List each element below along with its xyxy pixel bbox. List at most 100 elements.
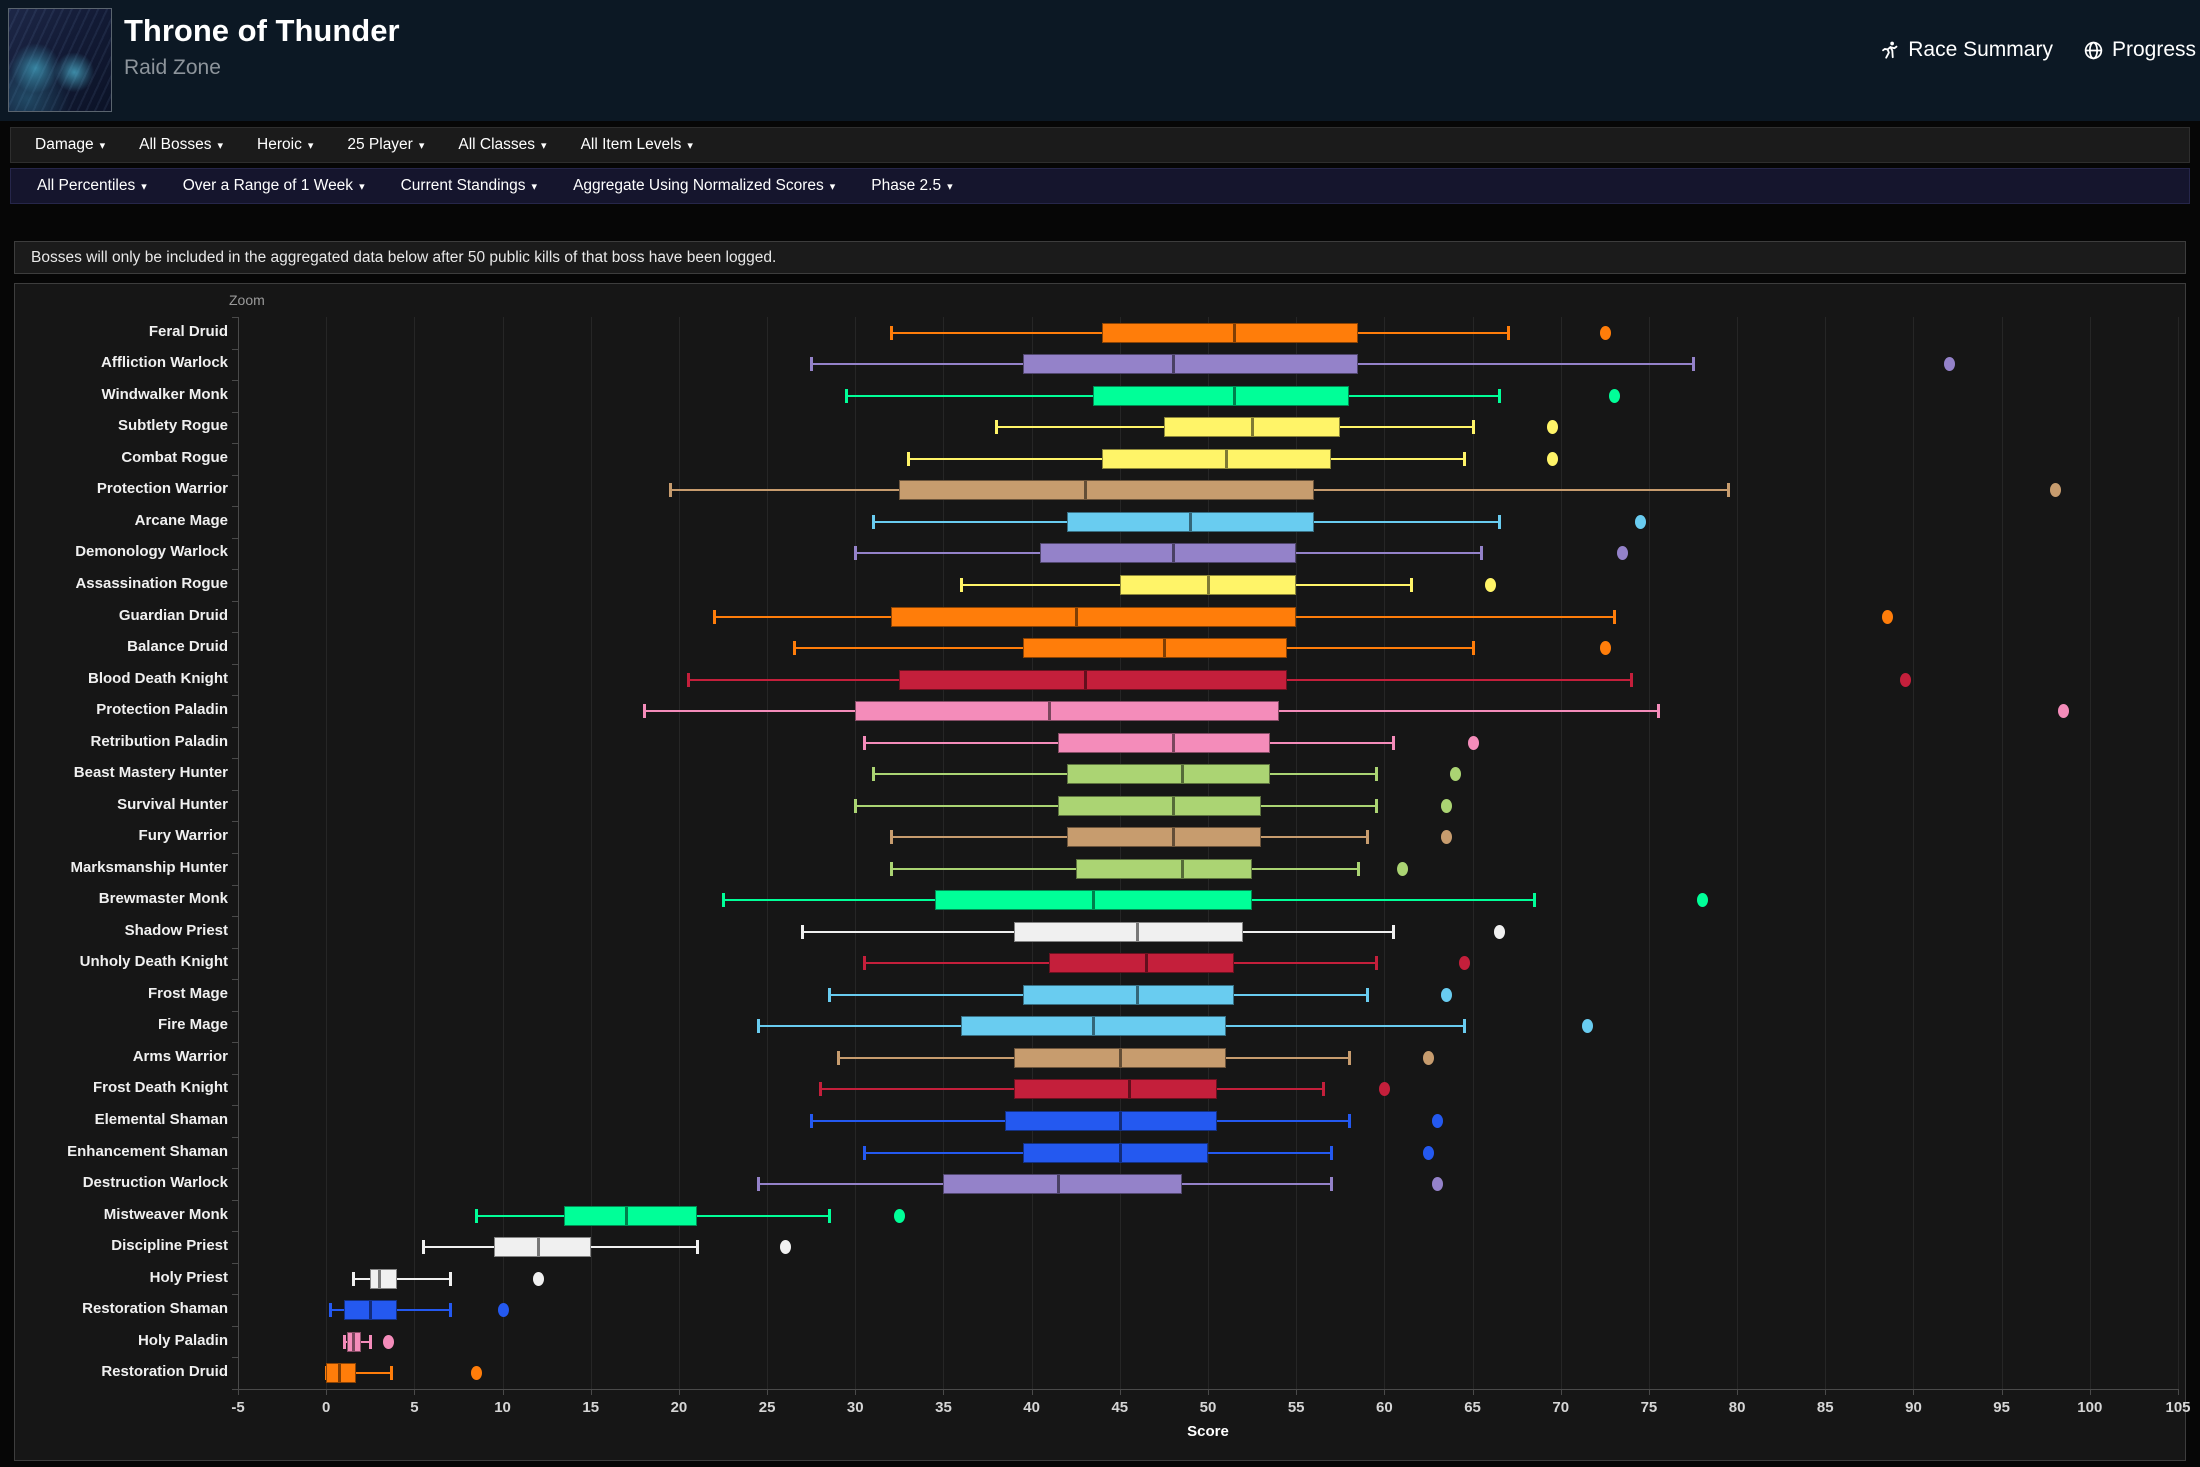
whisker-cap-high[interactable] bbox=[1356, 861, 1360, 876]
header-link-progress[interactable]: Progress bbox=[2083, 38, 2196, 62]
box-median[interactable] bbox=[1189, 512, 1193, 531]
outlier-dot[interactable] bbox=[1546, 420, 1558, 435]
box-median[interactable] bbox=[1136, 985, 1140, 1004]
outlier-dot[interactable] bbox=[1449, 767, 1461, 782]
box-median[interactable] bbox=[536, 1238, 540, 1257]
box-iqr[interactable] bbox=[855, 701, 1279, 722]
whisker-cap-high[interactable] bbox=[1480, 546, 1484, 561]
whisker-cap-low[interactable] bbox=[854, 546, 858, 561]
whisker-cap-high[interactable] bbox=[1330, 1177, 1334, 1192]
whisker-cap-low[interactable] bbox=[889, 830, 893, 845]
box-iqr[interactable] bbox=[1093, 385, 1350, 406]
whisker-cap-high[interactable] bbox=[1506, 325, 1510, 340]
filter-aggregate-using-normalized-scores[interactable]: Aggregate Using Normalized Scores ▾ bbox=[573, 177, 835, 195]
outlier-dot[interactable] bbox=[1599, 325, 1611, 340]
box-iqr[interactable] bbox=[1014, 921, 1244, 942]
outlier-dot[interactable] bbox=[471, 1366, 483, 1381]
outlier-dot[interactable] bbox=[1485, 578, 1497, 592]
box-iqr[interactable] bbox=[1014, 1079, 1217, 1100]
whisker-cap-low[interactable] bbox=[810, 1114, 814, 1128]
box-median[interactable] bbox=[1171, 355, 1175, 374]
whisker-cap-high[interactable] bbox=[1374, 798, 1378, 813]
box-median[interactable] bbox=[1171, 544, 1175, 563]
whisker-cap-high[interactable] bbox=[1392, 735, 1396, 750]
box-iqr[interactable] bbox=[1005, 1111, 1217, 1131]
outlier-dot[interactable] bbox=[1441, 798, 1453, 813]
box-median[interactable] bbox=[1251, 418, 1255, 437]
box-iqr[interactable] bbox=[1066, 764, 1270, 785]
box-median[interactable] bbox=[625, 1206, 628, 1225]
outlier-dot[interactable] bbox=[894, 1208, 906, 1223]
whisker-cap-high[interactable] bbox=[1365, 987, 1369, 1002]
outlier-dot[interactable] bbox=[1635, 514, 1647, 529]
box-median[interactable] bbox=[1083, 481, 1087, 500]
whisker-cap-high[interactable] bbox=[1409, 578, 1413, 592]
box-iqr[interactable] bbox=[1102, 322, 1358, 343]
outlier-dot[interactable] bbox=[2049, 483, 2061, 498]
whisker-cap-high[interactable] bbox=[1727, 483, 1731, 498]
box-iqr[interactable] bbox=[899, 669, 1288, 690]
whisker-cap-high[interactable] bbox=[448, 1303, 452, 1318]
filter-all-percentiles[interactable]: All Percentiles ▾ bbox=[37, 177, 147, 195]
outlier-dot[interactable] bbox=[1617, 546, 1629, 561]
whisker-cap-high[interactable] bbox=[1612, 609, 1616, 624]
outlier-dot[interactable] bbox=[1458, 956, 1470, 971]
box-median[interactable] bbox=[1118, 1048, 1122, 1067]
filter-heroic[interactable]: Heroic ▾ bbox=[257, 136, 313, 154]
whisker-cap-low[interactable] bbox=[907, 451, 911, 466]
whisker-line[interactable] bbox=[326, 1372, 392, 1375]
whisker-cap-high[interactable] bbox=[1533, 893, 1537, 908]
outlier-dot[interactable] bbox=[1546, 451, 1558, 466]
whisker-cap-low[interactable] bbox=[757, 1177, 761, 1192]
outlier-dot[interactable] bbox=[1494, 924, 1505, 939]
whisker-cap-low[interactable] bbox=[713, 609, 717, 624]
outlier-dot[interactable] bbox=[1432, 1177, 1444, 1192]
box-iqr[interactable] bbox=[1066, 827, 1261, 848]
box-median[interactable] bbox=[1092, 1017, 1096, 1036]
whisker-cap-low[interactable] bbox=[995, 420, 999, 435]
outlier-dot[interactable] bbox=[382, 1334, 394, 1349]
box-median[interactable] bbox=[1145, 954, 1149, 973]
outlier-dot[interactable] bbox=[2058, 704, 2070, 719]
outlier-dot[interactable] bbox=[1441, 987, 1453, 1002]
whisker-cap-low[interactable] bbox=[342, 1334, 346, 1349]
outlier-dot[interactable] bbox=[1582, 1019, 1594, 1034]
box-iqr[interactable] bbox=[1022, 354, 1358, 375]
whisker-cap-low[interactable] bbox=[722, 893, 725, 908]
box-median[interactable] bbox=[1074, 607, 1078, 626]
filter-25-player[interactable]: 25 Player ▾ bbox=[347, 136, 424, 154]
box-median[interactable] bbox=[1233, 386, 1237, 405]
outlier-dot[interactable] bbox=[1467, 735, 1479, 750]
box-median[interactable] bbox=[1118, 1143, 1122, 1162]
box-iqr[interactable] bbox=[1022, 1142, 1208, 1163]
whisker-cap-low[interactable] bbox=[422, 1240, 426, 1255]
outlier-dot[interactable] bbox=[1696, 893, 1708, 908]
whisker-cap-high[interactable] bbox=[1348, 1050, 1352, 1065]
box-iqr[interactable] bbox=[1040, 543, 1297, 564]
whisker-cap-high[interactable] bbox=[1374, 767, 1378, 782]
whisker-cap-high[interactable] bbox=[1692, 357, 1695, 372]
whisker-cap-low[interactable] bbox=[836, 1050, 840, 1065]
outlier-dot[interactable] bbox=[1397, 861, 1408, 876]
box-median[interactable] bbox=[1171, 733, 1175, 752]
whisker-cap-high[interactable] bbox=[1498, 388, 1501, 403]
box-iqr[interactable] bbox=[943, 1174, 1182, 1195]
outlier-dot[interactable] bbox=[1441, 830, 1453, 845]
box-iqr[interactable] bbox=[493, 1237, 591, 1258]
box-iqr[interactable] bbox=[1058, 732, 1270, 753]
box-median[interactable] bbox=[1180, 859, 1184, 878]
box-median[interactable] bbox=[1162, 639, 1166, 658]
whisker-line[interactable] bbox=[352, 1277, 450, 1280]
box-median[interactable] bbox=[351, 1332, 355, 1351]
box-median[interactable] bbox=[1207, 576, 1210, 594]
whisker-cap-high[interactable] bbox=[1462, 451, 1466, 466]
whisker-cap-high[interactable] bbox=[1471, 420, 1475, 435]
whisker-cap-low[interactable] bbox=[889, 325, 893, 340]
whisker-cap-high[interactable] bbox=[448, 1271, 452, 1286]
whisker-cap-low[interactable] bbox=[845, 388, 849, 403]
box-median[interactable] bbox=[378, 1269, 382, 1288]
box-iqr[interactable] bbox=[1102, 448, 1332, 469]
whisker-cap-high[interactable] bbox=[1392, 924, 1396, 939]
filter-current-standings[interactable]: Current Standings ▾ bbox=[401, 177, 537, 195]
outlier-dot[interactable] bbox=[1599, 641, 1611, 656]
